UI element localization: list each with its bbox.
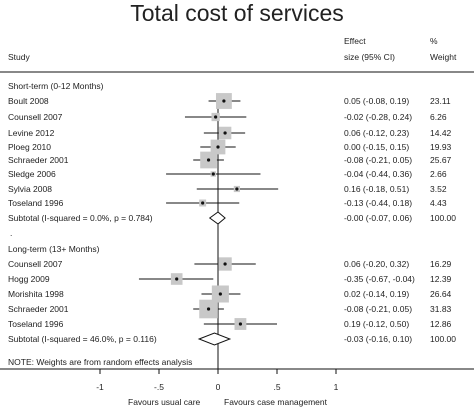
study-weight: 6.26 — [430, 112, 447, 122]
study-effect: -0.35 (-0.67, -0.04) — [344, 274, 415, 284]
study-weight: 19.93 — [430, 142, 452, 152]
subtotal-label: Subtotal (I-squared = 0.0%, p = 0.784) — [8, 213, 153, 223]
study-effect: 0.06 (-0.20, 0.32) — [344, 259, 410, 269]
study-weight: 4.43 — [430, 198, 447, 208]
study-effect: -0.04 (-0.44, 0.36) — [344, 169, 413, 179]
point-estimate — [206, 307, 211, 311]
study-effect: 0.00 (-0.15, 0.15) — [344, 142, 410, 152]
x-tick-label: 0 — [215, 382, 221, 392]
x-tick-label: .5 — [273, 382, 281, 392]
study-weight: 31.83 — [430, 304, 452, 314]
subtotal-label: Subtotal (I-squared = 46.0%, p = 0.116) — [8, 334, 157, 344]
x-tick-label: -.5 — [154, 382, 164, 392]
study-weight: 12.39 — [430, 274, 452, 284]
study-weight: 2.66 — [430, 169, 447, 179]
study-weight: 12.86 — [430, 319, 452, 329]
subtotal-diamond — [208, 211, 226, 225]
study-weight: 26.64 — [430, 289, 452, 299]
study-weight: 3.52 — [430, 184, 447, 194]
point-estimate — [235, 187, 239, 191]
study-effect: -0.08 (-0.21, 0.05) — [344, 155, 413, 165]
study-label: Boult 2008 — [8, 96, 49, 106]
subtotal-diamond — [197, 332, 232, 346]
study-label: Sledge 2006 — [8, 169, 56, 179]
point-estimate — [223, 262, 227, 266]
subtotal-weight: 100.00 — [430, 213, 456, 223]
chart-title: Total cost of services — [130, 0, 344, 26]
weights-note: NOTE: Weights are from random effects an… — [8, 357, 193, 367]
study-effect: -0.02 (-0.28, 0.24) — [344, 112, 413, 122]
subtotal-weight: 100.00 — [430, 334, 456, 344]
study-label: Toseland 1996 — [8, 198, 64, 208]
study-label: Sylvia 2008 — [8, 184, 52, 194]
header-weight-bottom: Weight — [430, 52, 457, 62]
point-estimate — [206, 158, 211, 162]
study-label: Counsell 2007 — [8, 112, 63, 122]
x-tick-label: -1 — [96, 382, 104, 392]
study-weight: 14.42 — [430, 128, 452, 138]
study-weight: 25.67 — [430, 155, 452, 165]
header-study: Study — [8, 52, 30, 62]
study-effect: 0.06 (-0.12, 0.23) — [344, 128, 410, 138]
study-label: Levine 2012 — [8, 128, 55, 138]
study-label: Ploeg 2010 — [8, 142, 52, 152]
study-label: Counsell 2007 — [8, 259, 63, 269]
study-label: Schraeder 2001 — [8, 304, 69, 314]
study-label: Toseland 1996 — [8, 319, 64, 329]
point-estimate — [211, 172, 215, 176]
study-effect: 0.02 (-0.14, 0.19) — [344, 289, 410, 299]
study-effect: -0.13 (-0.44, 0.18) — [344, 198, 413, 208]
group-heading: Short-term (0-12 Months) — [8, 81, 104, 91]
study-effect: 0.19 (-0.12, 0.50) — [344, 319, 410, 329]
point-estimate — [214, 115, 218, 119]
point-estimate — [222, 99, 226, 103]
study-weight: 23.11 — [430, 96, 451, 106]
header-effect-bottom: size (95% CI) — [344, 52, 396, 62]
point-estimate — [218, 292, 222, 296]
point-estimate — [201, 201, 205, 205]
x-tick-label: 1 — [333, 382, 339, 392]
header-effect-top: Effect — [344, 36, 366, 46]
study-effect: 0.16 (-0.18, 0.51) — [344, 184, 410, 194]
study-effect: -0.08 (-0.21, 0.05) — [344, 304, 413, 314]
study-label: Schraeder 2001 — [8, 155, 69, 165]
group-heading: Long-term (13+ Months) — [8, 244, 100, 254]
study-effect: 0.05 (-0.08, 0.19) — [344, 96, 410, 106]
study-label: Hogg 2009 — [8, 274, 50, 284]
x-label-right: Favours case management — [224, 397, 327, 407]
point-estimate — [175, 277, 179, 281]
x-label-left: Favours usual care — [128, 397, 201, 407]
study-label: Morishita 1998 — [8, 289, 64, 299]
subtotal-effect: -0.03 (-0.16, 0.10) — [344, 334, 413, 344]
group-separator: . — [10, 228, 13, 238]
point-estimate — [238, 322, 243, 326]
header-weight-top: % — [430, 36, 438, 46]
subtotal-effect: -0.00 (-0.07, 0.06) — [344, 213, 413, 223]
study-weight: 16.29 — [430, 259, 452, 269]
point-estimate — [223, 131, 227, 135]
point-estimate — [216, 145, 220, 149]
